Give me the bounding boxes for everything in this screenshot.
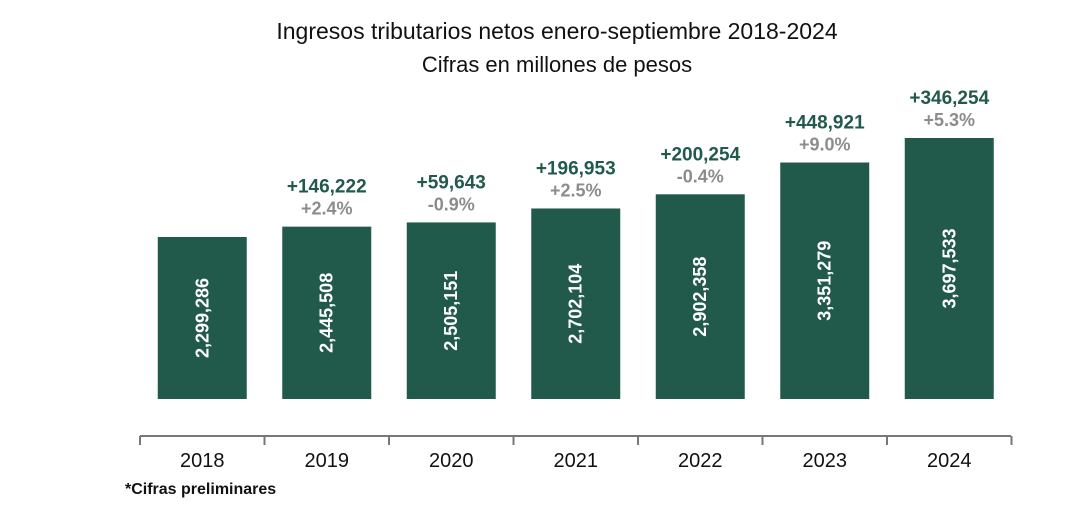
bar-2019 bbox=[282, 226, 372, 399]
change-percent-label: +2.4% bbox=[301, 199, 353, 219]
bar-value-label: 2,902,358 bbox=[690, 257, 710, 337]
bar-2023 bbox=[780, 162, 870, 399]
bar-value-label: 3,351,279 bbox=[815, 241, 835, 321]
change-percent-label: +9.0% bbox=[799, 135, 851, 155]
bars-layer: 2,299,286 2,445,508 +2.4%+146,222 2,505,151… bbox=[157, 88, 994, 399]
bar-value-label: 2,299,286 bbox=[192, 278, 212, 358]
bar-2024 bbox=[904, 138, 994, 399]
bar-value-label: 2,702,104 bbox=[566, 264, 586, 344]
chart-subtitle: Cifras en millones de pesos bbox=[422, 52, 692, 77]
footnote: *Cifras preliminares bbox=[125, 481, 276, 498]
bar-value-label: 2,505,151 bbox=[441, 271, 461, 351]
chart-title: Ingresos tributarios netos enero-septiem… bbox=[276, 18, 837, 44]
change-absolute-label: +200,254 bbox=[660, 144, 740, 165]
change-percent-label: -0.9% bbox=[428, 194, 475, 214]
bar-value-label: 2,445,508 bbox=[317, 273, 337, 353]
x-tick-label: 2023 bbox=[803, 450, 848, 472]
change-percent-label: +2.5% bbox=[550, 180, 602, 200]
bar-2021 bbox=[531, 208, 621, 399]
x-axis: 2018 2019 2020 2021 2022 2023 2024 bbox=[139, 435, 1013, 472]
change-absolute-label: +59,643 bbox=[417, 172, 486, 193]
x-tick-label: 2022 bbox=[678, 450, 723, 472]
change-absolute-label: +448,921 bbox=[785, 113, 865, 134]
x-tick-label: 2019 bbox=[305, 450, 350, 472]
change-absolute-label: +346,254 bbox=[909, 88, 989, 109]
change-absolute-label: +146,222 bbox=[287, 177, 367, 198]
x-tick-label: 2021 bbox=[554, 450, 599, 472]
change-percent-label: -0.4% bbox=[677, 166, 724, 186]
x-tick-label: 2020 bbox=[429, 450, 474, 472]
x-tick-label: 2024 bbox=[927, 450, 972, 472]
change-absolute-label: +196,953 bbox=[536, 158, 616, 179]
bar-2018 bbox=[157, 237, 247, 399]
change-percent-label: +5.3% bbox=[923, 110, 975, 130]
x-tick-label: 2018 bbox=[180, 450, 225, 472]
bar-value-label: 3,697,533 bbox=[939, 228, 959, 308]
bar-2022 bbox=[655, 194, 745, 399]
bar-2020 bbox=[406, 222, 496, 399]
